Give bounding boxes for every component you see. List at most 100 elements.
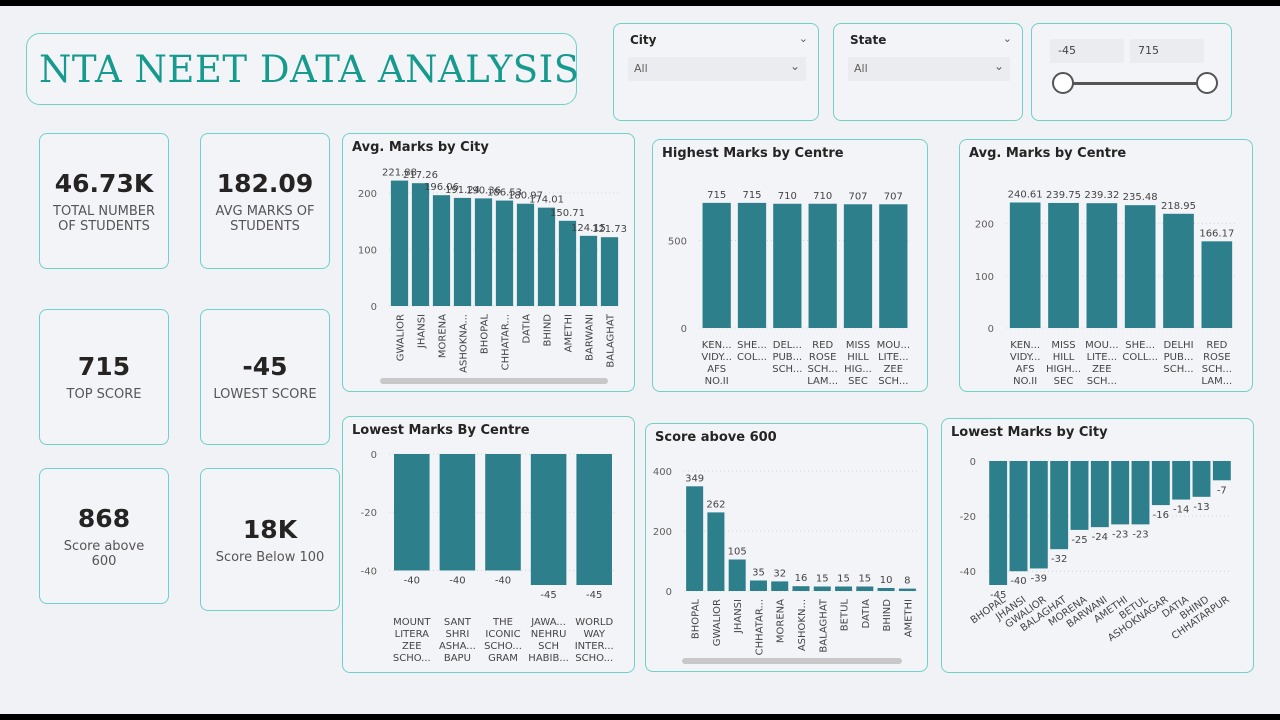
range-min-handle[interactable] (1052, 72, 1074, 94)
kpi-value: 715 (77, 352, 131, 381)
kpi-label: AVG MARKS OF STUDENTS (215, 203, 315, 234)
x-tick-label: MORENA (776, 599, 787, 643)
bar (390, 180, 409, 306)
x-tick-label: SCH... (772, 364, 802, 375)
data-label: -7 (1217, 485, 1227, 496)
x-tick-label: PUB... (772, 352, 802, 363)
x-tick-label: WORLD (575, 617, 613, 628)
chart-highest-marks-by-centre: Highest Marks by Centre 0 500 715 KEN... VID… (652, 139, 928, 392)
range-max-input[interactable]: 715 (1130, 39, 1204, 63)
bar (728, 559, 746, 591)
data-label: 710 (778, 191, 797, 202)
x-tick-label: SCH... (878, 376, 908, 387)
bar (1090, 461, 1109, 528)
x-tick-label: NO.II (1013, 376, 1037, 387)
y-tick-label: 200 (358, 189, 377, 200)
data-label: 174.01 (529, 195, 564, 206)
x-tick-label: HIGH... (1046, 364, 1081, 375)
bar (773, 203, 802, 328)
kpi-label: LOWEST SCORE (213, 387, 317, 402)
bar (474, 198, 493, 306)
chart-title: Score above 600 (655, 430, 777, 445)
x-tick-label: LAM... (807, 376, 838, 387)
x-tick-label: LITE... (1087, 352, 1117, 363)
bar (485, 454, 521, 571)
chart-title: Avg. Marks by Centre (969, 146, 1127, 161)
x-tick-label: COL... (737, 352, 767, 363)
data-label: 715 (742, 190, 761, 201)
data-label: 186.53 (487, 188, 522, 199)
bar (856, 586, 874, 591)
bar (1050, 461, 1069, 550)
data-label: 196.06 (424, 182, 459, 193)
x-tick-label: VIDY... (1010, 352, 1041, 363)
x-tick-label: BAPU (444, 653, 471, 664)
bar (702, 202, 731, 328)
x-tick-label: ASHOKNA... (459, 314, 470, 373)
bar (792, 586, 810, 591)
data-label: 15 (858, 574, 871, 585)
chevron-down-icon[interactable]: ⌄ (798, 32, 808, 45)
x-tick-label: SHE... (1125, 340, 1155, 351)
bar (432, 195, 451, 306)
chart-svg: 0 100 200 221.88 GWALIOR 217.26 JHANSI 196.06 MO… (358, 168, 627, 384)
chevron-down-icon[interactable]: ⌄ (1002, 32, 1012, 45)
x-tick-label: GWALIOR (396, 314, 407, 361)
data-label: 715 (707, 190, 726, 201)
range-max-handle[interactable] (1196, 72, 1218, 94)
bar (453, 197, 472, 306)
y-tick-label: -40 (361, 566, 377, 577)
y-tick-label: -40 (960, 567, 976, 578)
kpi-score-above-600: 868 Score above 600 (39, 468, 169, 604)
x-tick-label: THE (492, 617, 513, 628)
x-tick-label: DEL... (773, 340, 802, 351)
slicer-title: State (850, 33, 887, 47)
data-label: 239.32 (1084, 190, 1119, 201)
data-label: -45 (990, 590, 1006, 601)
y-tick-label: 400 (653, 467, 672, 478)
chevron-down-icon: ⌄ (993, 59, 1004, 73)
data-label: 15 (816, 574, 829, 585)
bar (1086, 203, 1118, 328)
bar (576, 454, 612, 585)
data-label: 240.61 (1008, 190, 1043, 201)
data-label: 180.97 (508, 191, 543, 202)
data-label: -45 (540, 590, 556, 601)
y-tick-label: 200 (653, 527, 672, 538)
data-label: 124.15 (571, 223, 606, 234)
state-slicer[interactable]: State ⌄ All ⌄ (833, 23, 1023, 121)
data-label: -39 (1031, 573, 1047, 584)
range-min-input[interactable]: -45 (1050, 39, 1124, 63)
kpi-total-students: 46.73K TOTAL NUMBER OF STUDENTS (39, 133, 169, 269)
x-tick-label: HABIB... (528, 653, 569, 664)
x-tick-label: BHIND (882, 599, 893, 632)
x-tick-label: JHANSI (733, 599, 744, 634)
x-tick-label: SCH (538, 641, 559, 652)
state-dropdown[interactable]: All ⌄ (848, 57, 1010, 81)
x-tick-label: BHIND (543, 314, 554, 347)
x-tick-label: COLL... (1122, 352, 1158, 363)
bar (737, 202, 767, 328)
score-range-slicer[interactable]: -45 715 (1031, 23, 1232, 121)
x-tick-label: ICONIC (485, 629, 520, 640)
y-tick-label: 200 (975, 220, 994, 231)
city-dropdown[interactable]: All ⌄ (628, 57, 806, 81)
chart-avg-marks-by-centre: Avg. Marks by Centre 0 100 200 240.61 KEN...… (959, 139, 1253, 392)
y-tick-label: 0 (371, 450, 377, 461)
kpi-avg-marks: 182.09 AVG MARKS OF STUDENTS (200, 133, 330, 269)
kpi-top-score: 715 TOP SCORE (39, 309, 169, 445)
x-tick-label: RED (1206, 340, 1227, 351)
bar (808, 203, 837, 328)
x-tick-label: RED (812, 340, 833, 351)
data-label: 16 (795, 573, 808, 584)
chart-scrollbar (380, 378, 608, 384)
x-tick-label: AMETHI (903, 599, 914, 637)
chart-lowest-marks-by-city: Lowest Marks by City 0 -20 -40 -45 BHOPAL -40… (941, 418, 1254, 673)
data-label: 190.36 (466, 185, 501, 196)
city-slicer[interactable]: City ⌄ All ⌄ (613, 23, 819, 121)
x-tick-label: MORENA (438, 314, 449, 358)
page-title: NTA NEET DATA ANALYSIS (39, 47, 580, 91)
chart-title: Lowest Marks By Centre (352, 423, 530, 438)
bar (1163, 213, 1194, 328)
